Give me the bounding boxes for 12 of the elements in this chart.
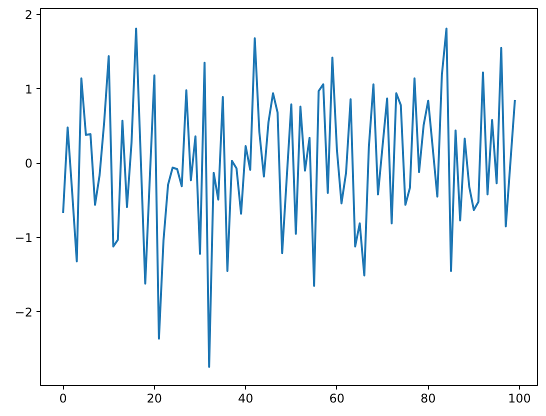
y-tick-label: −2 — [14, 305, 33, 320]
line-series — [62, 28, 516, 368]
y-tick-label: 1 — [24, 82, 33, 96]
x-tick-label: 60 — [329, 392, 345, 406]
x-tick-label: 20 — [146, 392, 162, 406]
x-tick-label: 0 — [59, 392, 67, 406]
y-tick-label: −1 — [14, 231, 33, 246]
y-tick-label: 0 — [24, 156, 33, 171]
x-tick-label: 80 — [420, 392, 436, 406]
x-tick-label: 100 — [508, 392, 531, 406]
y-tick-label: 2 — [24, 8, 33, 22]
x-tick-label: 40 — [238, 392, 254, 406]
